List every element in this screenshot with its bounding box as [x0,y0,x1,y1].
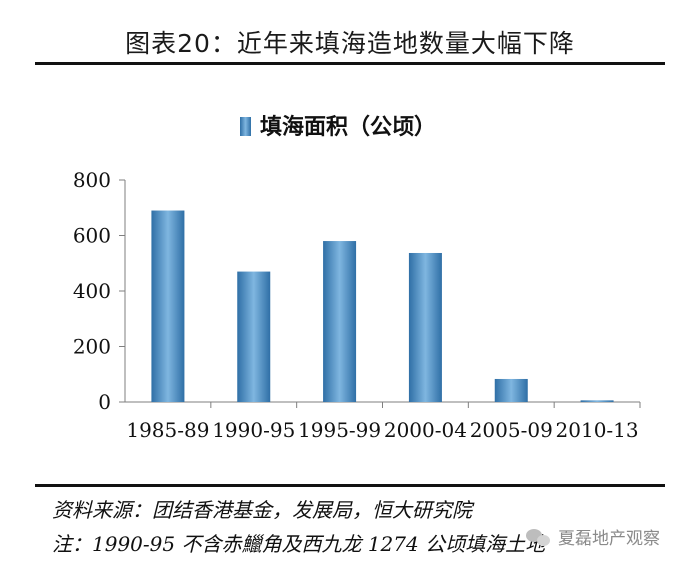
y-tick-label: 600 [73,224,111,248]
watermark: 夏磊地产观察 [526,524,660,549]
x-tick-label: 2000-04 [384,418,467,442]
bar [151,210,185,402]
y-tick-label: 800 [73,168,111,192]
y-tick-label: 0 [98,390,111,414]
x-tick-label: 2010-13 [556,418,639,442]
bar [237,271,271,402]
x-tick-label: 1990-95 [212,418,295,442]
footnote: 注：1990-95 不含赤鱲角及西九龙 1274 公顷填海土地 [52,532,546,556]
bar-chart: 0 200 400 600 800 1985-89 1990-95 1995-99 2000-0… [73,114,641,442]
y-tick-label: 400 [73,279,111,303]
bottom-rule [35,484,665,487]
watermark-text: 夏磊地产观察 [558,529,660,549]
legend-swatch [240,117,251,136]
x-tick-label: 1995-99 [298,418,381,442]
x-tick-label: 2005-09 [470,418,553,442]
bar [494,378,528,402]
bar [580,400,614,402]
legend-label: 填海面积（公顷） [260,114,436,140]
source-note: 资料来源：团结香港基金，发展局，恒大研究院 [52,498,472,522]
bar [408,252,442,402]
y-tick-label: 200 [73,335,111,359]
figure-title: 图表20：近年来填海造地数量大幅下降 [125,29,575,58]
bar [323,241,357,402]
x-tick-label: 1985-89 [126,418,209,442]
top-rule [35,62,665,65]
wechat-icon [526,527,552,547]
